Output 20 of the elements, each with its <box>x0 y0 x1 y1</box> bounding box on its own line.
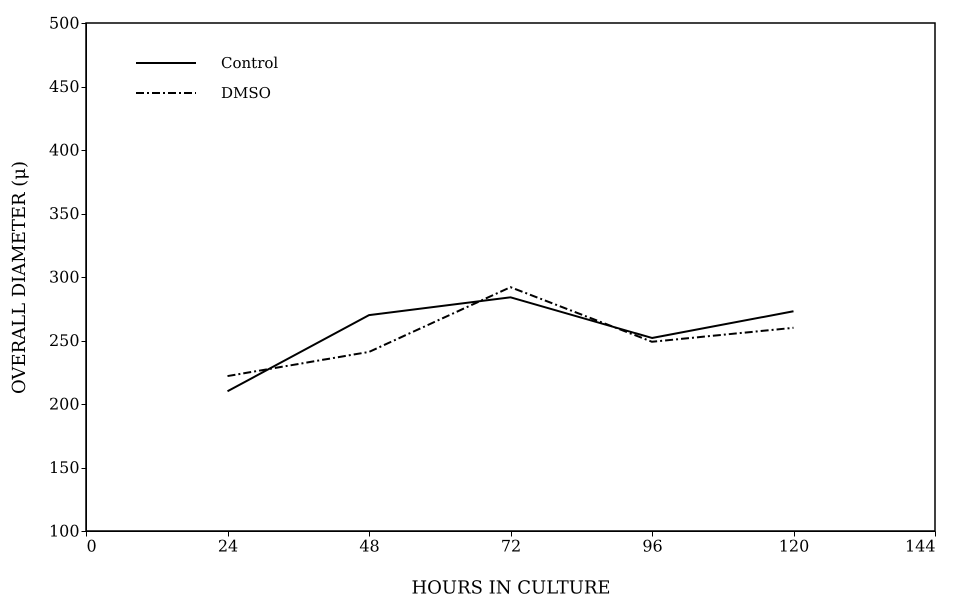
x-tick-label: 96 <box>642 536 663 556</box>
y-tick-label: 200 <box>48 394 80 414</box>
y-axis-title: OVERALL DIAMETER (μ) <box>8 160 30 394</box>
x-axis-title: HOURS IN CULTURE <box>411 578 611 598</box>
y-tick-label: 450 <box>48 77 80 96</box>
x-tick-label: 48 <box>359 536 380 556</box>
legend-label: Control <box>221 54 278 72</box>
x-tick-label: 24 <box>218 536 238 556</box>
x-tick-label: 144 <box>904 536 936 556</box>
x-tick-label: 120 <box>778 536 810 556</box>
y-tick-label: 100 <box>48 522 80 540</box>
y-tick-label: 300 <box>48 268 80 286</box>
y-tick-label: 350 <box>48 204 80 223</box>
legend-label: DMSO <box>221 84 271 102</box>
x-tick-label: 72 <box>500 536 522 556</box>
y-tick-label: 400 <box>48 140 80 160</box>
y-tick-label: 500 <box>48 14 80 32</box>
y-tick-label: 150 <box>48 458 80 477</box>
x-tick-label: 0 <box>86 536 97 556</box>
y-tick-label: 250 <box>48 331 80 350</box>
